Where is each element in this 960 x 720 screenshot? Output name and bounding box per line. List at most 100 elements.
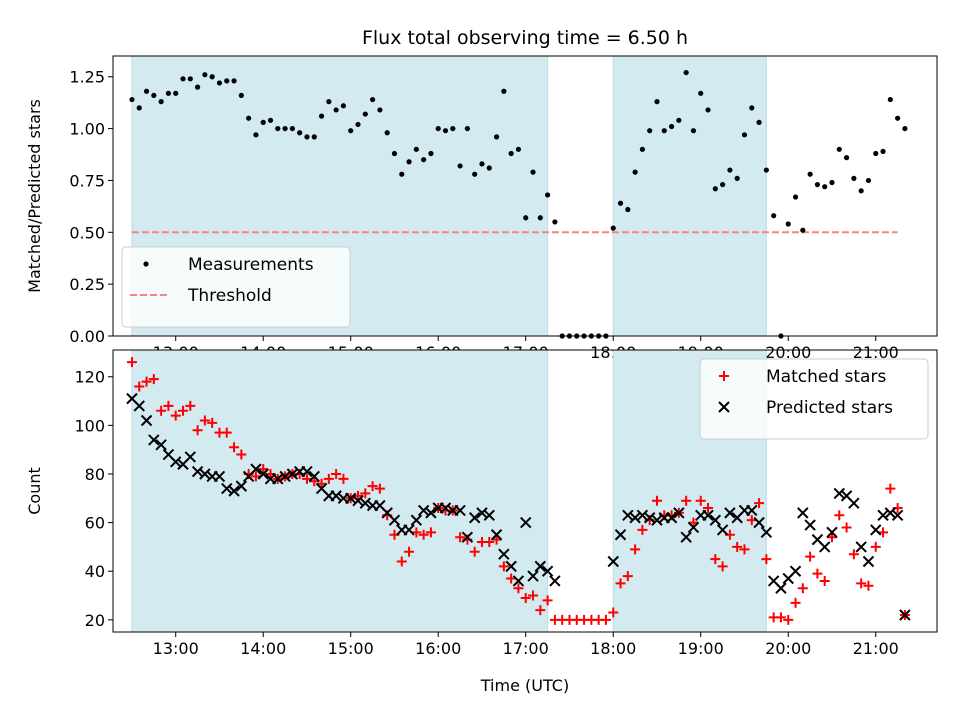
measurements-point <box>800 227 806 233</box>
measurements-point <box>530 169 536 175</box>
measurements-point <box>391 150 398 157</box>
bottom-x-tick-label: 14:00 <box>240 639 286 658</box>
measurements-point <box>712 186 718 192</box>
predicted-stars-point <box>170 456 182 468</box>
bottom-x-tick-label: 17:00 <box>503 639 549 658</box>
measurements-point <box>632 169 638 175</box>
predicted-stars-point <box>702 509 714 522</box>
measurements-point <box>836 146 842 152</box>
predicted-stars-point <box>286 468 299 480</box>
predicted-stars-point <box>862 555 875 568</box>
bottom-legend-marker <box>719 371 729 381</box>
bottom-y-tick-label: 20 <box>85 611 105 630</box>
measurements-point <box>865 177 872 184</box>
predicted-stars-point <box>221 482 233 495</box>
measurements-point <box>493 134 500 140</box>
bottom-y-tick-label: 60 <box>85 514 105 533</box>
measurements-point <box>727 167 733 173</box>
predicted-stars-point <box>534 560 547 573</box>
predicted-stars-point <box>753 516 765 529</box>
predicted-stars-point <box>760 526 773 539</box>
measurements-point <box>814 181 821 188</box>
predicted-stars-point <box>272 473 284 485</box>
top-legend-label: Measurements <box>188 255 314 275</box>
matched-stars-point <box>637 524 648 535</box>
matched-stars-point <box>134 381 145 392</box>
matched-stars-point <box>732 541 743 552</box>
matched-stars-point <box>761 554 772 565</box>
measurements-point <box>362 111 368 117</box>
predicted-stars-point <box>629 512 641 524</box>
predicted-stars-point <box>345 492 357 505</box>
measurements-point <box>771 213 777 219</box>
measurements-point <box>340 103 347 109</box>
top-marks <box>129 69 908 339</box>
predicted-stars-point <box>520 516 532 529</box>
predicted-stars-point <box>716 524 729 536</box>
measurements-point <box>515 146 522 152</box>
top-legend-label: Threshold <box>187 286 272 306</box>
predicted-stars-point <box>490 529 503 541</box>
matched-stars-point <box>229 442 240 453</box>
measurements-point <box>377 107 383 113</box>
measurements-point <box>165 90 172 96</box>
measurements-point <box>275 125 281 132</box>
matched-stars-point <box>535 605 546 616</box>
measurements-point <box>399 171 405 177</box>
top-axes-frame <box>112 55 938 337</box>
matched-stars-point <box>775 612 786 623</box>
measurements-point <box>442 128 449 134</box>
matched-stars-point <box>148 374 159 385</box>
top-y-tick-label: 0.75 <box>69 171 105 190</box>
measurements-point <box>720 181 726 188</box>
bottom-panel: 13:00 14:00 15:00 16:00 17:00 18:00 19:00 20:00… <box>25 349 938 695</box>
measurements-point <box>224 78 230 84</box>
predicted-stars-point <box>891 509 904 522</box>
measurements-point <box>654 99 660 105</box>
matched-stars-point <box>826 532 837 543</box>
top-y-tick-label: 0.25 <box>69 275 105 294</box>
matched-stars-point <box>374 483 385 494</box>
measurements-point <box>136 105 142 111</box>
predicted-stars-point <box>301 465 313 478</box>
matched-stars-point <box>498 561 509 572</box>
matched-stars-point <box>455 532 466 543</box>
predicted-stars-point <box>403 524 415 536</box>
matched-stars-point <box>250 471 261 482</box>
matched-stars-point <box>367 481 378 492</box>
top-observing-window <box>612 55 767 337</box>
matched-stars-point <box>885 483 896 494</box>
measurements-point <box>792 194 799 200</box>
matched-stars-point <box>258 464 269 475</box>
bottom-x-ticks: 13:00 14:00 15:00 16:00 17:00 18:00 19:00 20:00… <box>153 632 899 658</box>
top-legend: Measurements Threshold <box>121 246 351 328</box>
matched-stars-point <box>316 478 327 489</box>
matched-stars-point <box>309 476 320 487</box>
measurements-point <box>355 121 361 128</box>
matched-stars-point <box>207 417 218 428</box>
predicted-stars-point <box>622 509 634 522</box>
predicted-stars-point <box>410 514 423 526</box>
top-x-tick-label: 21:00 <box>853 343 899 362</box>
matched-stars-point <box>790 597 801 608</box>
predicted-stars-point <box>789 565 802 577</box>
predicted-stars-point <box>250 463 262 475</box>
measurements-point <box>151 92 157 99</box>
measurements-point <box>698 90 704 96</box>
measurements-point <box>464 125 470 132</box>
measurements-point <box>369 96 376 103</box>
measurements-point <box>194 84 201 90</box>
measurements-point <box>253 132 259 138</box>
measurements-point <box>545 192 551 198</box>
measurements-point <box>880 148 886 155</box>
top-y-tick-label: 1.00 <box>69 120 105 139</box>
measurements-point <box>668 123 675 130</box>
predicted-stars-point <box>257 468 269 480</box>
measurements-point <box>807 171 813 177</box>
measurements-point <box>479 161 485 167</box>
matched-stars-point <box>615 578 626 589</box>
matched-stars-point <box>848 549 859 560</box>
matched-stars-point <box>600 614 611 625</box>
bottom-y-tick-label: 100 <box>74 416 105 435</box>
matched-stars-point <box>199 415 210 426</box>
